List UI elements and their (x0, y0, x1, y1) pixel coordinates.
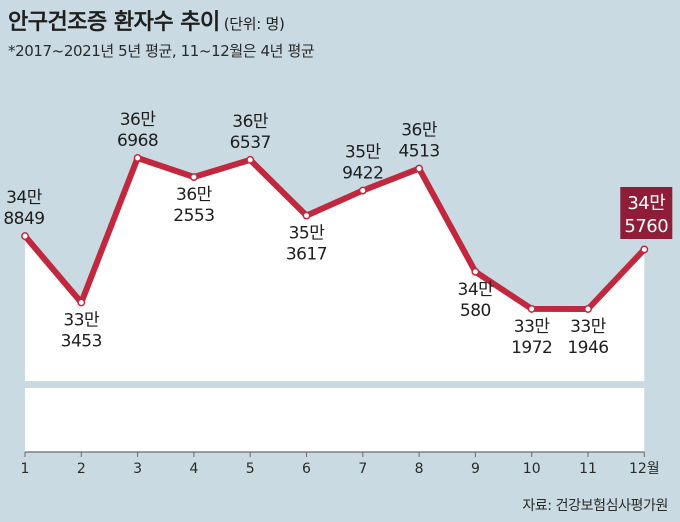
axis-break (25, 381, 645, 388)
data-point (640, 245, 649, 254)
data-label: 6968 (117, 131, 158, 151)
data-label: 36만 (232, 112, 269, 132)
series-layer (21, 154, 649, 313)
x-tick-label: 3 (133, 461, 142, 477)
data-label: 36만 (120, 110, 157, 130)
data-point (471, 267, 480, 276)
data-label: 35만 (289, 224, 326, 244)
title-text: 안구건조증 환자수 추이 (8, 10, 220, 35)
chart-title: 안구건조증 환자수 추이 (단위: 명) (8, 4, 285, 36)
unit-label: (단위: 명) (223, 15, 285, 33)
data-label: 36만 (401, 121, 438, 141)
data-label: 1972 (511, 338, 552, 358)
data-point (21, 232, 29, 241)
data-point (415, 164, 424, 173)
x-tick-label: 11 (579, 461, 597, 477)
x-tick-label: 12월 (629, 461, 660, 477)
data-point (584, 305, 592, 313)
data-label: 35만 (345, 143, 382, 163)
data-point (302, 211, 311, 220)
data-label: 8849 (3, 209, 44, 229)
x-tick-label: 9 (471, 461, 480, 477)
x-tick-label: 6 (302, 461, 311, 477)
x-axis: 1 2 3 4 5 6 7 8 9 10 11 12월 (21, 451, 660, 477)
data-point (527, 304, 536, 313)
x-tick-label: 2 (77, 461, 86, 477)
data-label: 6537 (230, 133, 271, 153)
data-label: 34만 (458, 280, 495, 300)
x-tick-label: 5 (246, 461, 255, 477)
x-tick-label: 8 (415, 461, 424, 477)
area-layer (25, 158, 645, 452)
x-tick-label: 7 (358, 461, 367, 477)
data-label: 1946 (567, 338, 608, 358)
data-label: 580 (460, 301, 491, 321)
highlight-label-box (620, 187, 673, 239)
data-label-layer: 34만884933만345336만696836만255336만653735만36… (3, 110, 673, 358)
data-point (358, 186, 367, 195)
data-label: 36만 (176, 185, 213, 205)
x-tick-label: 4 (189, 461, 198, 477)
data-label: 2553 (173, 206, 214, 226)
data-label: 34만 (6, 188, 43, 208)
x-tick-label: 10 (523, 461, 541, 477)
data-label: 33만 (570, 317, 607, 337)
area-fill (25, 158, 645, 452)
data-label: 3453 (61, 332, 102, 352)
data-label: 33만 (63, 311, 100, 331)
data-label: 4513 (398, 142, 439, 162)
data-label: 5760 (624, 216, 668, 237)
data-label: 3617 (286, 245, 327, 265)
data-point (246, 155, 255, 164)
x-tick-label: 1 (21, 461, 30, 477)
data-label: 34만 (627, 193, 665, 214)
data-point (189, 173, 198, 181)
series-line (22, 155, 648, 312)
data-label: 33만 (514, 317, 551, 337)
source-note: 자료: 건강보험심사평가원 (522, 498, 668, 514)
chart-note: *2017~2021년 5년 평균, 11~12월은 4년 평균 (8, 42, 315, 60)
data-point (77, 298, 86, 307)
data-label: 9422 (342, 164, 383, 184)
data-point (133, 154, 142, 162)
